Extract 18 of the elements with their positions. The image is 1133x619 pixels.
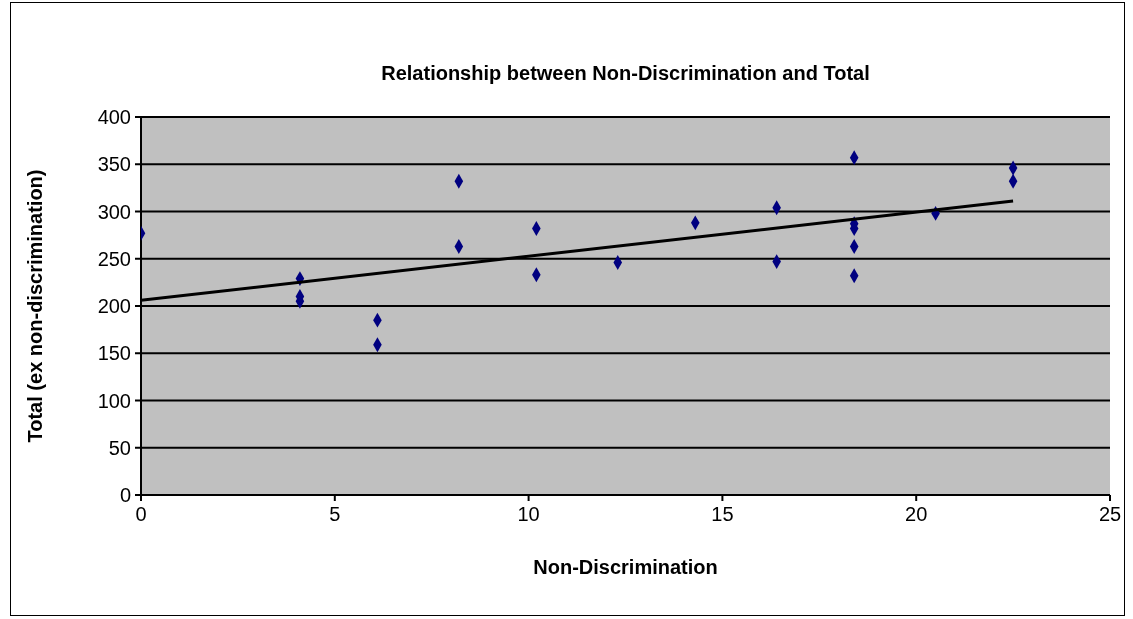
y-tick-label: 150 xyxy=(97,342,131,365)
y-tick-label: 100 xyxy=(97,389,131,412)
x-tick-label: 20 xyxy=(905,503,928,526)
y-tick-label: 300 xyxy=(97,200,131,223)
y-tick-label: 400 xyxy=(97,106,131,129)
y-tick-label: 0 xyxy=(119,484,131,507)
x-tick-label: 10 xyxy=(517,503,540,526)
x-tick-label: 5 xyxy=(329,503,341,526)
y-tick-label: 50 xyxy=(108,436,131,459)
x-tick-label: 15 xyxy=(711,503,734,526)
y-axis-title: Total (ex non-discrimination) xyxy=(24,169,47,443)
x-axis-title: Non-Discrimination xyxy=(533,556,718,579)
y-tick-label: 200 xyxy=(97,295,131,318)
y-tick-label: 250 xyxy=(97,247,131,270)
x-tick-label: 25 xyxy=(1098,503,1122,526)
x-tick-label: 0 xyxy=(135,503,147,526)
chart-title: Relationship between Non-Discrimination and Total xyxy=(380,62,871,85)
y-tick-label: 350 xyxy=(97,153,131,176)
